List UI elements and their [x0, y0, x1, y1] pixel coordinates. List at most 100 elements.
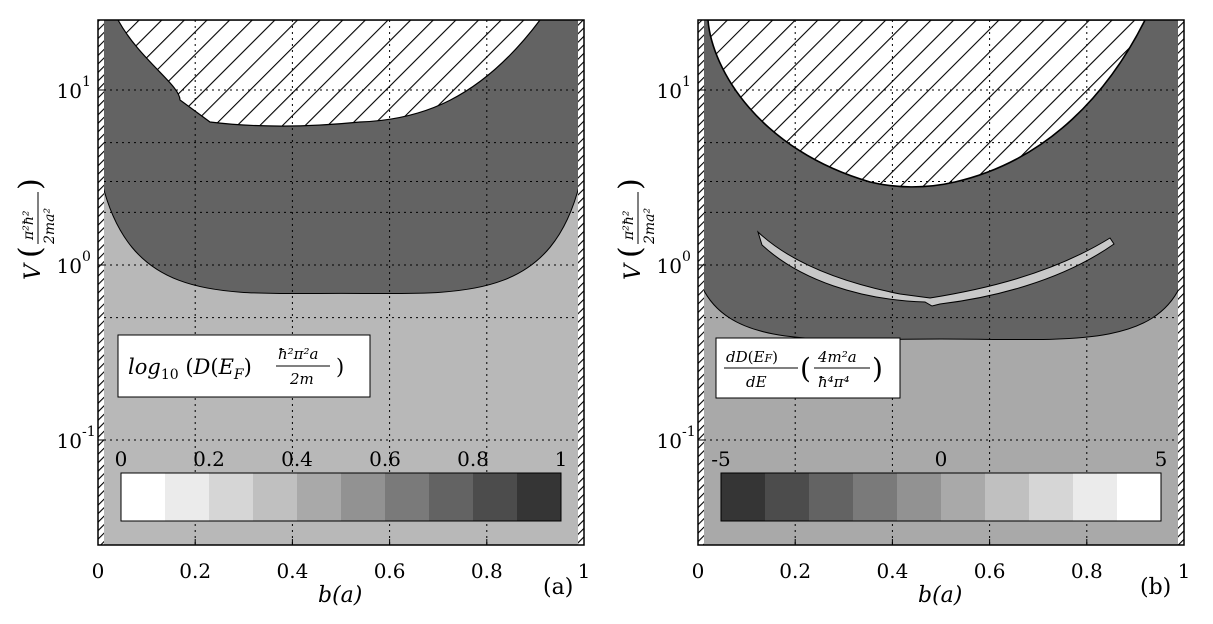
panel-b-frame	[697, 19, 1185, 546]
svg-text:ħ⁴π⁴: ħ⁴π⁴	[818, 373, 850, 391]
panel-a-left-edge-hatch	[98, 20, 104, 545]
svg-text:2m: 2m	[289, 370, 314, 388]
y-tick-label: 10	[657, 429, 682, 453]
svg-text:4m²a: 4m²a	[817, 348, 857, 366]
svg-text:dD(EF): dD(EF)	[726, 348, 778, 366]
panel-a-colorbar: 0 0.2 0.4 0.6 0.8 1	[115, 447, 568, 522]
colorbar-label: -5	[711, 447, 730, 471]
colorbar-label: 5	[1155, 447, 1168, 471]
colorbar-label: 0.4	[281, 447, 313, 471]
y-tick-label: 10	[657, 79, 682, 103]
x-tick-label: 1	[1178, 559, 1191, 583]
svg-text:): )	[336, 355, 344, 379]
colorbar-swatch	[1117, 473, 1162, 521]
panel-b-right-edge-hatch	[1178, 20, 1184, 545]
x-tick-label: 0.6	[374, 559, 406, 583]
panel-b-colorbar: -5 0 5	[711, 447, 1168, 522]
colorbar-swatch	[429, 473, 474, 521]
svg-text:(: (	[613, 246, 648, 258]
x-tick-label: 0.4	[276, 559, 308, 583]
svg-text:V: V	[21, 262, 46, 280]
panel-a-x-ticks: 0 0.2 0.4 0.6 0.8 1	[92, 539, 591, 583]
x-tick-label: 0.8	[471, 559, 503, 583]
panel-b-positive-band	[756, 230, 1115, 307]
y-tick-label: 10	[657, 254, 682, 278]
panel-b-panel-label: (b)	[1140, 575, 1171, 600]
panel-b-y-axis-label: V ( π²ħ² 2ma² )	[613, 178, 658, 280]
y-tick-label: 10	[57, 429, 82, 453]
y-tick-exponent: 1	[82, 74, 91, 90]
colorbar-swatch	[165, 473, 210, 521]
panel-b-left-edge-hatch	[698, 20, 704, 545]
colorbar-swatch	[473, 473, 518, 521]
svg-text:): )	[613, 178, 648, 190]
panel-b-x-axis-label: b(a)	[918, 583, 962, 608]
colorbar-swatch	[297, 473, 342, 521]
colorbar-swatch	[341, 473, 386, 521]
panel-b-quantity-box: dD(EF) dE ( 4m²a ħ⁴π⁴ )	[715, 337, 901, 399]
x-tick-label: 0.2	[779, 559, 811, 583]
colorbar-swatch	[517, 473, 562, 521]
panel-a: log10 (D(EF) ħ²π²a 2m ) 0 0.2 0.4 0.6 0.8 1 0…	[13, 19, 591, 608]
colorbar-swatch	[121, 473, 166, 521]
y-tick-label: 10	[57, 254, 82, 278]
svg-text:(: (	[13, 246, 48, 258]
colorbar-swatch	[853, 473, 898, 521]
colorbar-swatch	[721, 473, 766, 521]
colorbar-swatch	[809, 473, 854, 521]
colorbar-label: 0	[935, 447, 948, 471]
colorbar-swatch	[897, 473, 942, 521]
panel-a-plot-area	[98, 20, 584, 545]
svg-text:π²ħ²: π²ħ²	[21, 210, 37, 241]
panel-a-quantity-box: log10 (D(EF) ħ²π²a 2m )	[117, 334, 371, 398]
x-tick-label: 0	[692, 559, 705, 583]
panel-b-excluded-region	[707, 20, 1146, 188]
colorbar-swatch	[765, 473, 810, 521]
panel-a-frame	[97, 19, 585, 546]
svg-text:π²ħ²: π²ħ²	[621, 210, 637, 241]
colorbar-label: 0.2	[193, 447, 225, 471]
x-tick-label: 0	[92, 559, 105, 583]
colorbar-label: 1	[555, 447, 568, 471]
panel-b-plot-area	[698, 20, 1184, 545]
panel-a-quantity-label: log10 (D(EF)	[128, 355, 252, 383]
svg-text:): )	[13, 178, 48, 190]
colorbar-label: 0.6	[369, 447, 401, 471]
panel-a-excluded-region	[117, 20, 541, 127]
svg-text:V: V	[621, 262, 646, 280]
svg-text:ħ²π²a: ħ²π²a	[278, 345, 319, 363]
y-tick-exponent: -1	[82, 424, 96, 440]
y-tick-exponent: -1	[682, 424, 696, 440]
x-tick-label: 0.4	[876, 559, 908, 583]
colorbar-label: 0.8	[457, 447, 489, 471]
y-tick-label: 10	[57, 79, 82, 103]
svg-text:dE: dE	[746, 373, 767, 391]
panel-a-y-axis-label: V ( π²ħ² 2ma² )	[13, 178, 58, 280]
colorbar-swatch	[385, 473, 430, 521]
colorbar-swatch	[209, 473, 254, 521]
x-tick-label: 0.8	[1071, 559, 1103, 583]
y-tick-exponent: 0	[82, 249, 91, 265]
colorbar-swatch	[985, 473, 1030, 521]
y-tick-exponent: 1	[682, 74, 691, 90]
panel-a-right-edge-hatch	[578, 20, 584, 545]
x-tick-label: 1	[578, 559, 591, 583]
colorbar-swatch	[1073, 473, 1118, 521]
x-tick-label: 0.2	[179, 559, 211, 583]
colorbar-swatch	[941, 473, 986, 521]
panel-a-panel-label: (a)	[543, 575, 573, 600]
panel-b: dD(EF) dE ( 4m²a ħ⁴π⁴ ) -5 0 5 0 0.2 0.4 0.6 0…	[613, 19, 1191, 608]
colorbar-label: 0	[115, 447, 128, 471]
colorbar-swatch	[253, 473, 298, 521]
svg-text:(: (	[800, 352, 811, 385]
y-tick-exponent: 0	[682, 249, 691, 265]
colorbar-swatch	[1029, 473, 1074, 521]
panel-b-x-ticks: 0 0.2 0.4 0.6 0.8 1	[692, 539, 1191, 583]
svg-text:2ma²: 2ma²	[642, 207, 658, 245]
x-tick-label: 0.6	[974, 559, 1006, 583]
panel-a-x-axis-label: b(a)	[318, 583, 362, 608]
svg-text:2ma²: 2ma²	[42, 207, 58, 245]
